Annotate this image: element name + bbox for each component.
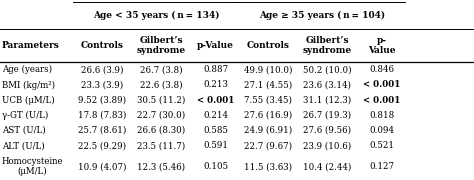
Text: 10.4 (2.44): 10.4 (2.44) xyxy=(303,162,351,171)
Text: 22.7 (9.67): 22.7 (9.67) xyxy=(244,141,292,150)
Text: 12.3 (5.46): 12.3 (5.46) xyxy=(137,162,185,171)
Text: 0.846: 0.846 xyxy=(369,65,394,74)
Text: AST (U/L): AST (U/L) xyxy=(2,126,46,135)
Text: 9.52 (3.89): 9.52 (3.89) xyxy=(78,96,126,105)
Text: Age < 35 years ( n = 134): Age < 35 years ( n = 134) xyxy=(93,11,219,20)
Text: BMI (kg/m²): BMI (kg/m²) xyxy=(2,80,55,89)
Text: p-
Value: p- Value xyxy=(368,36,395,55)
Text: 50.2 (10.0): 50.2 (10.0) xyxy=(303,65,351,74)
Text: 22.7 (30.0): 22.7 (30.0) xyxy=(137,111,185,120)
Text: 23.9 (10.6): 23.9 (10.6) xyxy=(303,141,351,150)
Text: 0.585: 0.585 xyxy=(203,126,228,135)
Text: 27.1 (4.55): 27.1 (4.55) xyxy=(244,80,292,89)
Text: Parameters: Parameters xyxy=(2,41,60,50)
Text: 0.887: 0.887 xyxy=(203,65,228,74)
Text: 0.105: 0.105 xyxy=(203,162,228,171)
Text: 26.7 (19.3): 26.7 (19.3) xyxy=(303,111,351,120)
Text: 24.9 (6.91): 24.9 (6.91) xyxy=(244,126,292,135)
Text: 0.214: 0.214 xyxy=(203,111,228,120)
Text: 27.6 (16.9): 27.6 (16.9) xyxy=(244,111,292,120)
Text: 23.6 (3.14): 23.6 (3.14) xyxy=(303,80,351,89)
Text: Controls: Controls xyxy=(81,41,123,50)
Text: 0.127: 0.127 xyxy=(369,162,394,171)
Text: 7.55 (3.45): 7.55 (3.45) xyxy=(244,96,292,105)
Text: 11.5 (3.63): 11.5 (3.63) xyxy=(244,162,292,171)
Text: UCB (μM/L): UCB (μM/L) xyxy=(2,96,55,105)
Text: Gilbert’s
syndrome: Gilbert’s syndrome xyxy=(302,36,352,55)
Text: 26.7 (3.8): 26.7 (3.8) xyxy=(140,65,182,74)
Text: 0.591: 0.591 xyxy=(203,141,228,150)
Text: < 0.001: < 0.001 xyxy=(197,96,234,105)
Text: 31.1 (12.3): 31.1 (12.3) xyxy=(303,96,351,105)
Text: p-Value: p-Value xyxy=(197,41,234,50)
Text: 26.6 (8.30): 26.6 (8.30) xyxy=(137,126,185,135)
Text: 49.9 (10.0): 49.9 (10.0) xyxy=(244,65,292,74)
Text: 0.521: 0.521 xyxy=(369,141,394,150)
Text: 26.6 (3.9): 26.6 (3.9) xyxy=(81,65,123,74)
Text: Age (years): Age (years) xyxy=(2,65,52,74)
Text: 25.7 (8.61): 25.7 (8.61) xyxy=(78,126,126,135)
Text: Homocysteine
(μM/L): Homocysteine (μM/L) xyxy=(2,157,64,176)
Text: Controls: Controls xyxy=(246,41,289,50)
Text: 27.6 (9.56): 27.6 (9.56) xyxy=(303,126,351,135)
Text: 10.9 (4.07): 10.9 (4.07) xyxy=(78,162,126,171)
Text: 22.5 (9.29): 22.5 (9.29) xyxy=(78,141,126,150)
Text: 22.6 (3.8): 22.6 (3.8) xyxy=(140,80,182,89)
Text: < 0.001: < 0.001 xyxy=(363,96,400,105)
Text: 0.213: 0.213 xyxy=(203,80,228,89)
Text: 17.8 (7.83): 17.8 (7.83) xyxy=(78,111,126,120)
Text: γ-GT (U/L): γ-GT (U/L) xyxy=(2,111,48,120)
Text: 23.5 (11.7): 23.5 (11.7) xyxy=(137,141,185,150)
Text: 23.3 (3.9): 23.3 (3.9) xyxy=(81,80,123,89)
Text: < 0.001: < 0.001 xyxy=(363,80,400,89)
Text: Age ≥ 35 years ( n = 104): Age ≥ 35 years ( n = 104) xyxy=(259,11,385,20)
Text: 0.818: 0.818 xyxy=(369,111,394,120)
Text: 0.094: 0.094 xyxy=(369,126,394,135)
Text: ALT (U/L): ALT (U/L) xyxy=(2,141,45,150)
Text: 30.5 (11.2): 30.5 (11.2) xyxy=(137,96,185,105)
Text: Gilbert’s
syndrome: Gilbert’s syndrome xyxy=(137,36,186,55)
